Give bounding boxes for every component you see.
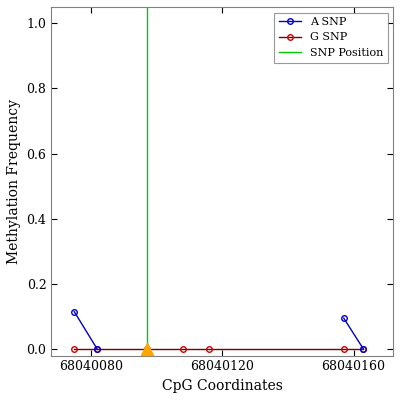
X-axis label: CpG Coordinates: CpG Coordinates [162,379,282,393]
Y-axis label: Methylation Frequency: Methylation Frequency [7,99,21,264]
Legend: A SNP, G SNP, SNP Position: A SNP, G SNP, SNP Position [274,12,388,62]
